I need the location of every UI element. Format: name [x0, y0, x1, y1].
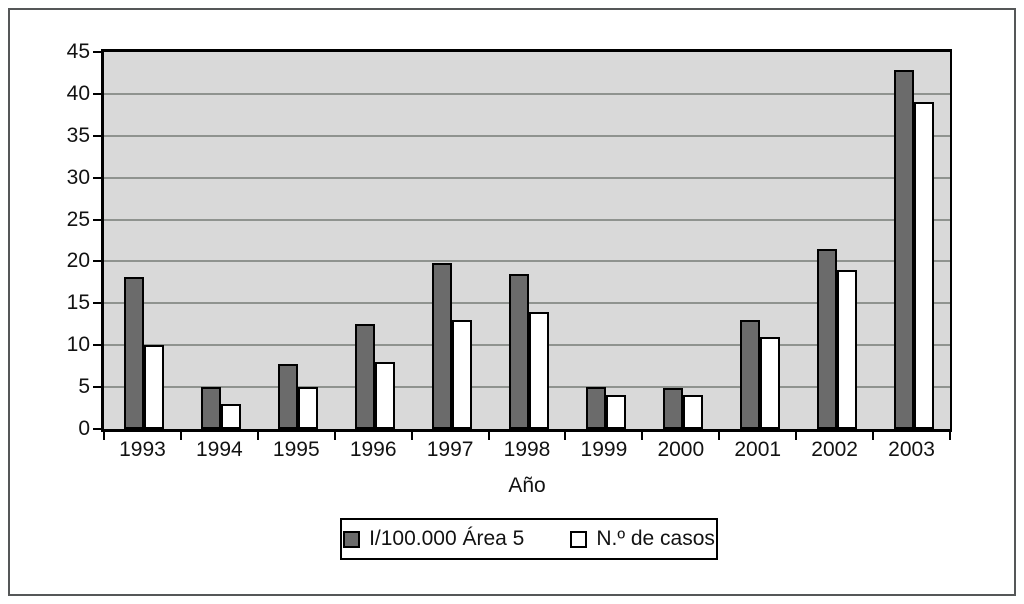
bar-1994-series1	[201, 387, 222, 429]
bar-2001-series1	[739, 320, 760, 429]
x-axis-tick-mark	[641, 432, 644, 440]
x-axis-tick-mark	[872, 432, 875, 440]
plot-area	[101, 49, 952, 432]
x-axis-tick-mark	[795, 432, 798, 440]
x-axis-category-label: 1998	[503, 438, 551, 461]
legend: I/100.000 Área 5 N.º de casos	[340, 518, 718, 560]
bar-2003-series1	[893, 70, 914, 429]
bar-1996-series1	[355, 324, 376, 429]
x-axis-category-label: 1994	[196, 438, 243, 461]
legend-item-cases-series: N.º de casos	[570, 527, 715, 551]
y-axis-tick-label: 10	[66, 333, 90, 357]
x-axis-category-label: 2003	[888, 438, 935, 461]
x-axis-category-label: 1995	[272, 438, 320, 461]
legend-swatch-white	[570, 530, 588, 548]
y-axis-tick-mark	[93, 92, 101, 95]
bar-1993-series1	[124, 277, 145, 429]
bar-1997-series2	[452, 320, 473, 429]
bar-1993-series2	[144, 345, 165, 429]
y-axis-tick-label: 0	[78, 417, 90, 440]
bar-1995-series1	[278, 364, 299, 429]
x-axis-tick-mark	[487, 432, 490, 440]
gridline-y-20	[104, 260, 950, 263]
bar-2000-series1	[662, 388, 683, 429]
x-axis-tick-mark	[256, 432, 259, 440]
legend-label-cases-series: N.º de casos	[596, 527, 715, 550]
y-axis-tick-mark	[93, 386, 101, 389]
x-axis-category-label: 1997	[426, 438, 474, 461]
legend-swatch-dark	[343, 530, 361, 548]
x-axis-category-label: 1993	[119, 438, 166, 461]
bar-1995-series2	[298, 387, 319, 429]
y-axis-tick-label: 40	[66, 81, 90, 105]
y-axis-tick-mark	[93, 51, 101, 53]
y-axis-tick-mark	[93, 218, 101, 221]
x-axis-title: Año	[508, 474, 546, 497]
y-axis-tick-label: 25	[66, 207, 90, 231]
gridline-y-40	[104, 92, 950, 95]
bar-1996-series2	[375, 362, 396, 429]
bar-1998-series1	[509, 274, 529, 429]
bar-1997-series1	[432, 263, 453, 429]
x-axis-tick-mark	[410, 432, 413, 440]
y-axis-tick-label: 45	[66, 40, 90, 63]
y-axis-tick-label: 20	[66, 249, 90, 273]
x-axis-category-label: 1999	[580, 438, 628, 461]
bar-2000-series2	[682, 395, 703, 429]
y-axis-tick-mark	[93, 134, 101, 137]
y-axis-tick-mark	[93, 260, 101, 263]
x-axis-category-label: 2002	[811, 438, 858, 461]
chart-frame-border	[8, 8, 1016, 596]
y-axis-tick-label: 15	[66, 291, 90, 315]
gridline-y-25	[104, 218, 950, 221]
bar-1999-series2	[605, 395, 626, 429]
x-axis-tick-mark	[718, 432, 721, 440]
x-axis-category-label: 2000	[657, 438, 705, 461]
x-axis-tick-mark	[103, 432, 105, 440]
legend-label-rate-series: I/100.000 Área 5	[369, 527, 525, 550]
y-axis-tick-label: 5	[78, 375, 90, 399]
y-axis-tick-mark	[93, 428, 101, 430]
y-axis-tick-mark	[93, 344, 101, 347]
x-axis-category-label: 2001	[734, 438, 782, 461]
bar-1999-series1	[585, 387, 606, 429]
y-axis-tick-mark	[93, 176, 101, 179]
bar-2002-series1	[816, 249, 837, 429]
bar-2003-series2	[913, 102, 934, 429]
x-axis-category-label: 1996	[349, 438, 397, 461]
x-axis-tick-mark	[949, 432, 951, 440]
y-axis-tick-label: 30	[66, 165, 90, 189]
y-axis-tick-label: 35	[66, 123, 90, 147]
x-axis-tick-mark	[333, 432, 336, 440]
bar-2001-series2	[759, 337, 780, 429]
bar-2002-series2	[836, 270, 857, 429]
gridline-y-30	[104, 176, 950, 179]
x-axis-tick-mark	[564, 432, 567, 440]
bar-1994-series2	[221, 404, 242, 429]
gridline-y-35	[104, 134, 950, 137]
y-axis-tick-mark	[93, 302, 101, 305]
bar-1998-series2	[529, 312, 549, 429]
legend-item-rate-series: I/100.000 Área 5	[343, 527, 524, 551]
x-axis-tick-mark	[179, 432, 182, 440]
